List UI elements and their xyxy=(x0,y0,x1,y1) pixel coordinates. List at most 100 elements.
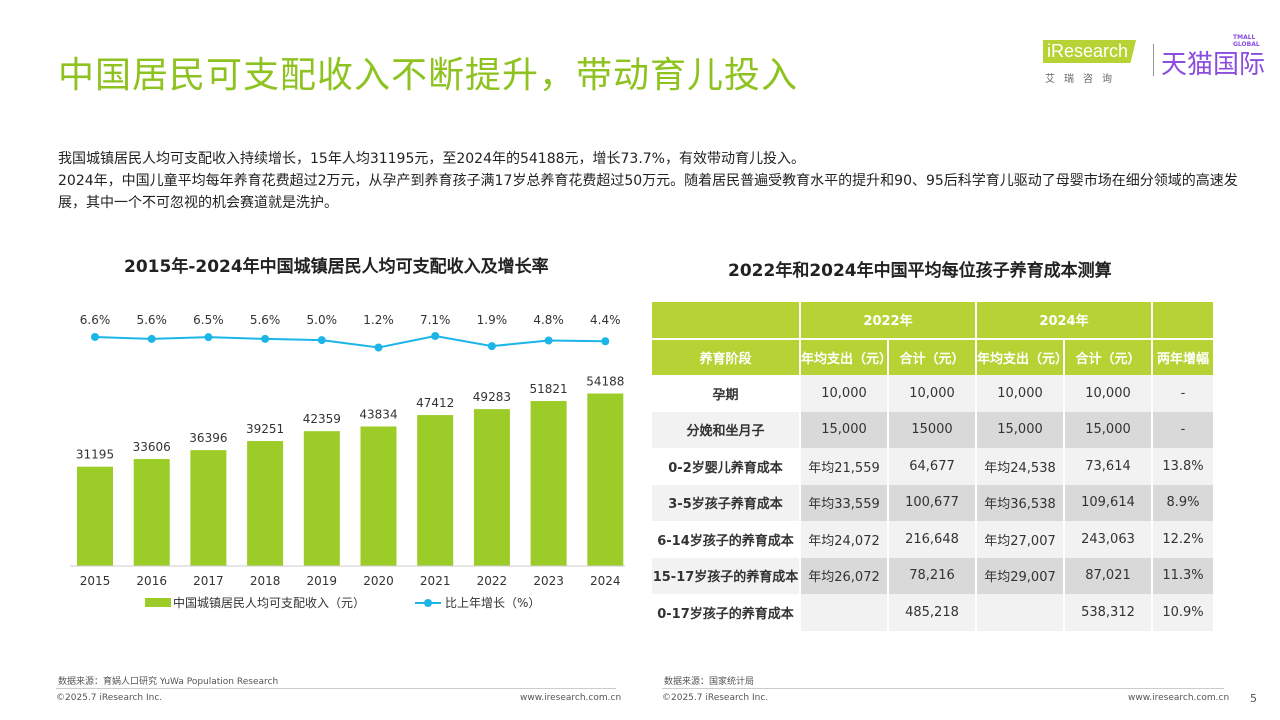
growth-point xyxy=(317,336,326,345)
x-tick-label: 2016 xyxy=(136,574,167,588)
income-chart: 31195 2015 33606 2016 36396 2017 39251 2018 4235… xyxy=(70,313,625,610)
bar-label: 51821 xyxy=(530,382,568,396)
growth-label: 7.1% xyxy=(420,313,451,327)
x-tick-label: 2022 xyxy=(477,574,508,588)
legend-bar-label: 中国城镇居民人均可支配收入（元） xyxy=(173,595,365,610)
income-bar xyxy=(417,415,454,566)
growth-label: 5.0% xyxy=(307,313,338,327)
growth-point xyxy=(261,334,270,343)
table-row: 分娩和坐月子 15,000 15000 15,000 15,000- xyxy=(652,411,1215,448)
value-cell xyxy=(800,594,889,631)
value-cell: 年均26,072 xyxy=(800,557,889,594)
column-header: 合计（元） xyxy=(888,338,977,375)
value-cell: 15,000 xyxy=(1064,411,1153,448)
bar-label: 31195 xyxy=(76,448,114,462)
x-tick-label: 2024 xyxy=(590,574,621,588)
value-cell: 73,614 xyxy=(1064,448,1153,485)
header-cell xyxy=(1152,302,1215,340)
x-tick-label: 2023 xyxy=(533,574,564,588)
value-cell: 10,000 xyxy=(976,375,1065,412)
growth-point xyxy=(147,334,156,343)
growth-label: 1.9% xyxy=(477,313,508,327)
column-header: 合计（元） xyxy=(1064,338,1153,375)
logo-divider xyxy=(1153,44,1154,76)
value-cell: 年均36,538 xyxy=(976,484,1065,521)
growth-point xyxy=(431,332,440,340)
x-tick-label: 2020 xyxy=(363,574,394,588)
bar-label: 47412 xyxy=(416,396,454,410)
page-title: 中国居民可支配收入不断提升，带动育儿投入 xyxy=(58,55,799,96)
website-link[interactable]: www.iresearch.com.cn xyxy=(1128,693,1230,703)
growth-point xyxy=(544,336,553,345)
table-row: 15-17岁孩子的养育成本 年均26,072 78,216 年均29,007 87,02… xyxy=(652,557,1215,594)
header-cell xyxy=(652,302,801,340)
tmall-logo: 天猫国际 xyxy=(1161,50,1266,80)
column-header: 养育阶段 xyxy=(652,338,801,375)
stage-cell: 分娩和坐月子 xyxy=(652,411,801,448)
income-bar xyxy=(530,401,567,566)
income-bar xyxy=(360,426,397,566)
value-cell: 15,000 xyxy=(800,411,889,448)
growth-line xyxy=(94,334,606,349)
column-header: 两年增幅 xyxy=(1152,338,1215,375)
value-cell: 78,216 xyxy=(888,557,977,594)
bar-label: 54188 xyxy=(586,375,624,389)
table-row: 0-2岁婴儿养育成本 年均21,559 64,677 年均24,538 73,614 13… xyxy=(652,448,1215,485)
stage-cell: 6-14岁孩子的养育成本 xyxy=(652,521,801,558)
stage-cell: 0-2岁婴儿养育成本 xyxy=(652,448,801,485)
bar-label: 42359 xyxy=(303,412,341,426)
value-cell: 年均24,072 xyxy=(800,521,889,558)
value-cell: 10,000 xyxy=(888,375,977,412)
table-row: 6-14岁孩子的养育成本 年均24,072 216,648 年均27,007 243,0… xyxy=(652,521,1215,558)
stage-cell: 15-17岁孩子的养育成本 xyxy=(652,557,801,594)
value-cell: 年均27,007 xyxy=(976,521,1065,558)
legend-line-marker xyxy=(424,599,432,607)
value-cell: 15,000 xyxy=(976,411,1065,448)
website-link[interactable]: www.iresearch.com.cn xyxy=(520,693,622,703)
legend-line-label: 比上年增长（%） xyxy=(445,596,540,610)
value-cell: 8.9% xyxy=(1152,484,1215,521)
page-number: 5 xyxy=(1250,692,1257,705)
value-cell: 15000 xyxy=(888,411,977,448)
income-bar xyxy=(587,393,624,566)
stage-cell: 3-5岁孩子养育成本 xyxy=(652,484,801,521)
bar-label: 33606 xyxy=(133,440,171,454)
value-cell: 12.2% xyxy=(1152,521,1215,558)
value-cell: 109,614 xyxy=(1064,484,1153,521)
iresearch-logo: iResearch xyxy=(1043,40,1137,63)
table-row: 孕期 10,000 10,000 10,000 10,000- xyxy=(652,375,1215,412)
value-cell xyxy=(976,594,1065,631)
value-cell: 年均24,538 xyxy=(976,448,1065,485)
growth-label: 4.4% xyxy=(590,313,621,327)
footer-divider xyxy=(56,688,616,689)
tmall-global-text: TMALL GLOBAL xyxy=(1233,34,1260,48)
income-bar xyxy=(77,466,113,566)
x-tick-label: 2017 xyxy=(193,574,224,588)
intro-line: 我国城镇居民人均可支配收入持续增长，15年人均31195元，至2024年的541… xyxy=(58,151,805,167)
stage-cell: 孕期 xyxy=(652,375,801,412)
copyright: ©2025.7 iResearch Inc. xyxy=(56,693,163,703)
growth-label: 6.6% xyxy=(80,313,111,327)
growth-label: 4.8% xyxy=(533,313,564,327)
table-title: 2022年和2024年中国平均每位孩子养育成本测算 xyxy=(728,261,1112,281)
table-row: 0-17岁孩子的养育成本 485,218 538,312 10.9% xyxy=(652,594,1215,631)
value-cell: 11.3% xyxy=(1152,557,1215,594)
source-left: 数据来源：育娲人口研究 YuWa Population Research xyxy=(58,677,279,687)
value-cell: 年均21,559 xyxy=(800,448,889,485)
header-year: 2024年 xyxy=(976,302,1153,340)
table-row: 3-5岁孩子养育成本 年均33,559 100,677 年均36,538 109,614… xyxy=(652,484,1215,521)
iresearch-sub: 艾瑞咨询 xyxy=(1045,74,1121,85)
header-year: 2022年 xyxy=(800,302,977,340)
copyright: ©2025.7 iResearch Inc. xyxy=(662,693,769,703)
stage-cell: 0-17岁孩子的养育成本 xyxy=(652,594,801,631)
intro-line: 2024年，中国儿童平均每年养育花费超过2万元，从孕产到养育孩子满17岁总养育花… xyxy=(58,173,1238,211)
growth-label: 6.5% xyxy=(193,313,224,327)
x-tick-label: 2015 xyxy=(80,574,111,588)
value-cell: 538,312 xyxy=(1064,594,1153,631)
logo: iResearch 艾瑞咨询 天猫国际 TMALL GLOBAL xyxy=(1043,34,1273,90)
footer-divider xyxy=(662,688,1224,689)
cost-table: 2022年 2024年 养育阶段 年均支出（元） 合计（元） 年均支出（元） 合计（元）… xyxy=(652,302,1215,631)
chart-title: 2015年-2024年中国城镇居民人均可支配收入及增长率 xyxy=(124,257,549,277)
value-cell: 243,063 xyxy=(1064,521,1153,558)
growth-point xyxy=(601,337,610,346)
